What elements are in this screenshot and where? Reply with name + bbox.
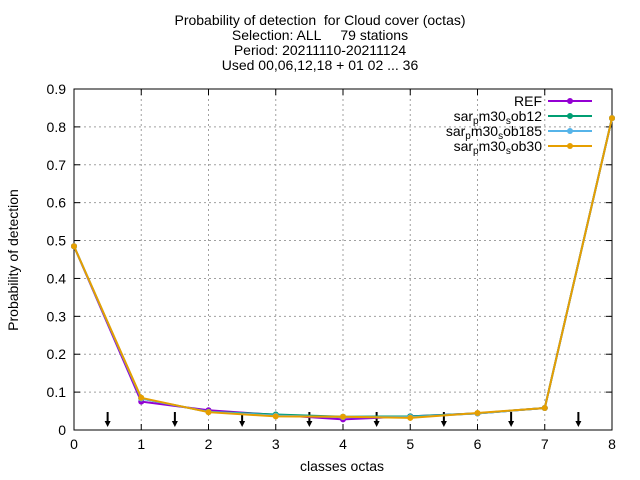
- y-tick-label: 0.7: [47, 157, 67, 173]
- x-tick-label: 6: [474, 436, 482, 452]
- y-tick-label: 0.6: [47, 195, 67, 211]
- class-marker-arrow-head: [373, 421, 380, 427]
- y-tick-label: 0.1: [47, 384, 67, 400]
- x-tick-label: 3: [272, 436, 280, 452]
- x-tick-label: 5: [406, 436, 414, 452]
- y-tick-label: 0.2: [47, 346, 67, 362]
- series-point: [474, 409, 481, 416]
- legend-swatch-point: [567, 143, 573, 149]
- y-tick-label: 0.8: [47, 119, 67, 135]
- class-marker-arrow-head: [440, 421, 447, 427]
- chart-title-line-3: Period: 20211110-20211124: [233, 42, 407, 58]
- y-tick-label: 0.3: [47, 308, 67, 324]
- x-tick-label: 8: [608, 436, 616, 452]
- legend-swatch-point: [567, 98, 573, 104]
- series-point: [541, 405, 548, 412]
- chart-title-line-4: Used 00,06,12,18 + 01 02 ... 36: [221, 57, 419, 73]
- class-marker-arrow-head: [171, 421, 178, 427]
- series-point: [340, 413, 346, 420]
- series-point: [272, 413, 279, 420]
- legend-label: sarpm30sob30: [454, 138, 543, 157]
- series-line: [73, 117, 613, 418]
- class-marker-arrow-head: [575, 421, 582, 427]
- x-tick-label: 7: [541, 436, 549, 452]
- legend-label: sarpm30sob185: [446, 123, 542, 142]
- class-marker-arrow-head: [104, 421, 111, 427]
- y-tick-label: 0: [58, 422, 66, 438]
- y-axis-label: Probability of detection: [5, 189, 21, 331]
- class-marker-arrow-head: [306, 421, 313, 427]
- y-tick-label: 0.4: [47, 270, 67, 286]
- legend-label: sarpm30sob12: [454, 108, 543, 127]
- chart-title-line-1: Probability of detection for Cloud cover…: [174, 12, 466, 28]
- x-tick-label: 4: [339, 436, 347, 452]
- legend-swatch-point: [567, 128, 573, 134]
- series-point: [609, 115, 615, 122]
- series-line: [73, 117, 613, 419]
- y-tick-label: 0.9: [47, 81, 67, 97]
- series-point: [407, 414, 414, 421]
- series-point: [138, 394, 145, 401]
- x-tick-label: 1: [137, 436, 145, 452]
- series-point: [205, 409, 212, 416]
- x-tick-label: 2: [205, 436, 213, 452]
- class-marker-arrow-head: [508, 421, 515, 427]
- y-tick-label: 0.5: [47, 233, 67, 249]
- x-axis-label: classes octas: [299, 458, 385, 474]
- chart-title-line-2: Selection: ALL 79 stations: [231, 27, 409, 43]
- legend-label: REF: [514, 93, 542, 109]
- class-marker-arrow-head: [239, 421, 246, 427]
- series-point: [71, 243, 77, 250]
- series-line: [73, 117, 613, 419]
- x-tick-label: 0: [70, 436, 78, 452]
- legend-swatch-point: [567, 113, 573, 119]
